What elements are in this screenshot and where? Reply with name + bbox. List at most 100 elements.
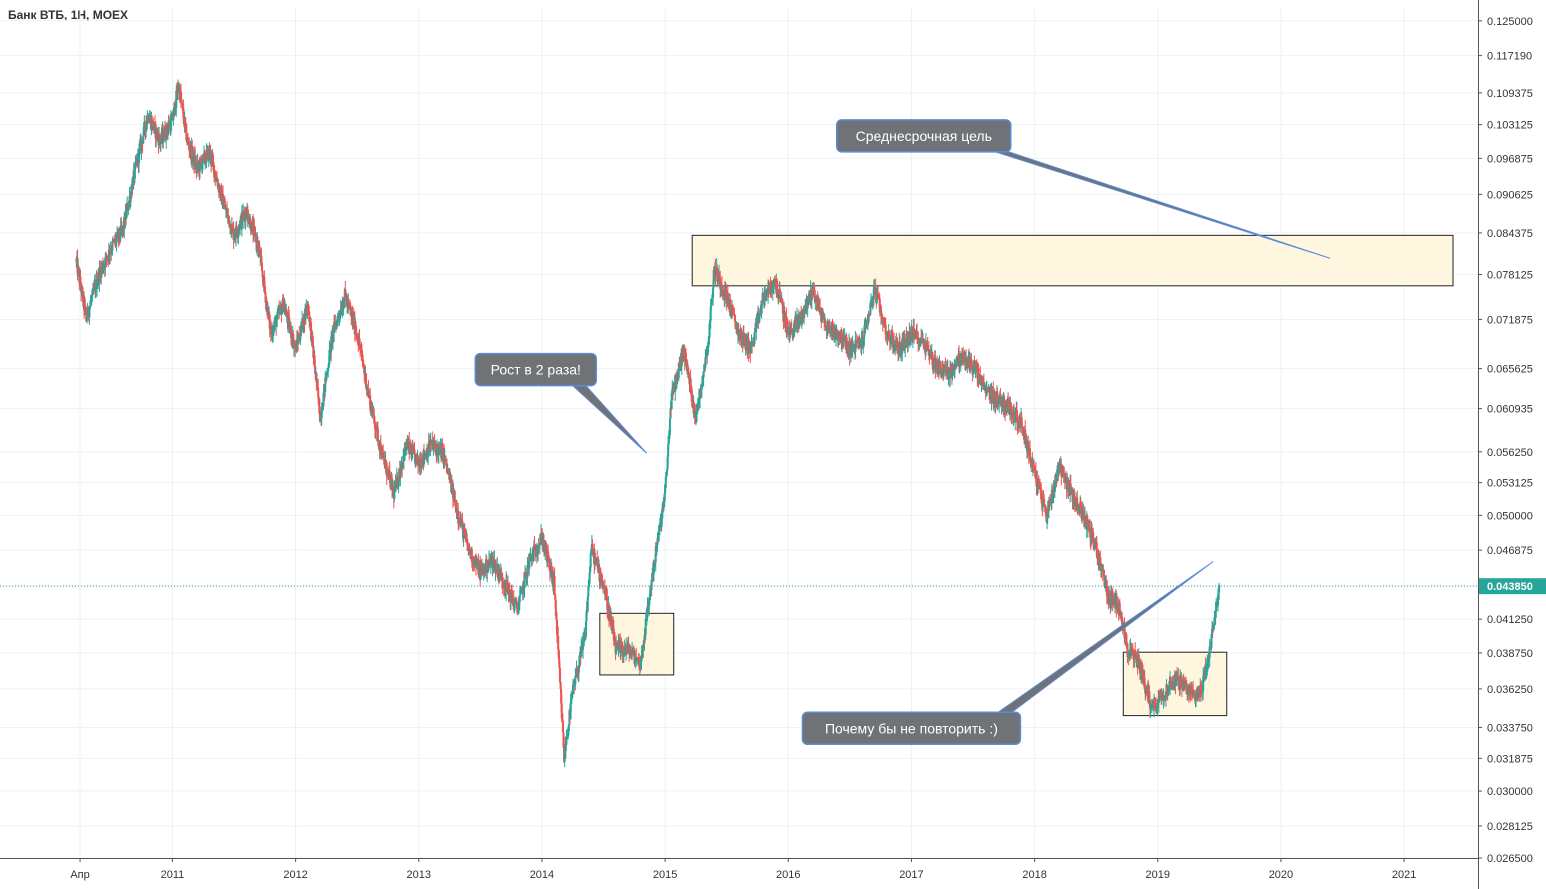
candle-body bbox=[835, 332, 838, 338]
candle-body bbox=[90, 296, 93, 301]
candle-body bbox=[535, 553, 538, 556]
candle-body bbox=[1018, 417, 1021, 428]
time-tick-label: 2011 bbox=[161, 869, 185, 881]
time-axis[interactable]: Апр 2011 2012 2013 2014 2015 2016 2017 2018 2019 2… bbox=[0, 858, 1478, 881]
candle-body bbox=[580, 646, 583, 658]
candle-body bbox=[339, 315, 342, 317]
candle-body bbox=[397, 480, 400, 486]
candle-body bbox=[840, 330, 843, 344]
candle-body bbox=[446, 466, 449, 471]
candle-body bbox=[712, 269, 715, 288]
candle-body bbox=[1008, 408, 1011, 415]
candle-body bbox=[142, 136, 145, 144]
candle-body bbox=[645, 617, 648, 619]
candle-body bbox=[374, 429, 377, 431]
candle-body bbox=[538, 544, 541, 548]
candle-body bbox=[1140, 665, 1143, 677]
candle-body bbox=[308, 311, 311, 322]
candle-body bbox=[273, 325, 276, 327]
candle-body bbox=[501, 574, 504, 582]
candle-body bbox=[739, 328, 742, 341]
candle-body bbox=[1137, 660, 1140, 666]
candle-body bbox=[209, 150, 212, 161]
candle-body bbox=[863, 325, 866, 337]
candle-body bbox=[203, 152, 206, 162]
candle-body bbox=[463, 529, 466, 535]
candle-body bbox=[1106, 595, 1109, 598]
candle-body bbox=[1177, 680, 1180, 685]
candle-body bbox=[911, 326, 914, 340]
candle-body bbox=[1215, 601, 1218, 612]
candle-body bbox=[177, 88, 180, 91]
candle-body bbox=[664, 477, 667, 489]
candle-body bbox=[413, 449, 416, 455]
candle-body bbox=[770, 285, 773, 289]
candle-body bbox=[1171, 682, 1174, 690]
candle-body bbox=[591, 543, 594, 551]
candle-body bbox=[271, 334, 274, 338]
candle-body bbox=[996, 392, 999, 406]
candle-body bbox=[505, 579, 508, 588]
candle-body bbox=[767, 285, 770, 295]
candle-body bbox=[950, 363, 953, 373]
candle-body bbox=[222, 206, 225, 209]
candle-body bbox=[234, 236, 237, 238]
candle-body bbox=[381, 449, 384, 458]
candle-body bbox=[272, 325, 275, 333]
candle-body bbox=[362, 365, 365, 368]
candle-body bbox=[998, 395, 1001, 405]
candle-body bbox=[702, 371, 705, 378]
candle-body bbox=[771, 289, 774, 292]
candle-body bbox=[1127, 655, 1130, 659]
candle-body bbox=[1207, 655, 1210, 662]
candle-body bbox=[153, 123, 156, 125]
candle-body bbox=[1047, 500, 1050, 512]
candle-body bbox=[1154, 703, 1157, 706]
candle-body bbox=[901, 341, 904, 354]
candle-body bbox=[220, 188, 223, 190]
candle-body bbox=[804, 305, 807, 309]
candle-body bbox=[703, 364, 706, 372]
candle-body bbox=[1028, 448, 1031, 461]
candle-body bbox=[337, 314, 340, 317]
candle-body bbox=[586, 596, 589, 612]
candle-body bbox=[1157, 698, 1160, 704]
candle-body bbox=[359, 346, 362, 351]
candle-body bbox=[1167, 691, 1170, 696]
candle-body bbox=[819, 307, 822, 314]
candle-body bbox=[632, 648, 635, 657]
candle-body bbox=[278, 309, 281, 314]
candle-body bbox=[641, 645, 644, 656]
candle-body bbox=[414, 455, 417, 464]
candle-body bbox=[640, 655, 643, 662]
candle-body bbox=[93, 286, 96, 291]
candle-body bbox=[437, 447, 440, 456]
candle-body bbox=[1148, 691, 1151, 704]
candle-body bbox=[213, 164, 216, 178]
candle-body bbox=[816, 299, 819, 303]
price-axis[interactable]: 0.125000 0.117190 0.109375 0.103125 0.096875… bbox=[1478, 0, 1546, 889]
candle-body bbox=[237, 230, 240, 235]
candle-body bbox=[119, 225, 122, 237]
candle-body bbox=[1090, 529, 1093, 542]
candle-body bbox=[554, 599, 557, 616]
candle-body bbox=[1218, 585, 1221, 593]
candle-body bbox=[228, 219, 231, 228]
candle-body bbox=[385, 460, 388, 474]
candle-body bbox=[664, 488, 667, 494]
candle-body bbox=[818, 300, 821, 308]
candle-body bbox=[381, 449, 384, 453]
candle-body bbox=[634, 659, 637, 664]
candle-body bbox=[454, 501, 457, 513]
candle-body bbox=[629, 651, 632, 654]
candle-body bbox=[1150, 703, 1153, 707]
candle-body bbox=[88, 305, 91, 309]
candle-body bbox=[1034, 470, 1037, 472]
candle-body bbox=[709, 320, 712, 324]
candle-body bbox=[393, 489, 396, 499]
candle-body bbox=[379, 443, 382, 456]
candle-body bbox=[701, 375, 704, 386]
candle-body bbox=[1034, 471, 1037, 480]
candle-body bbox=[874, 285, 877, 296]
